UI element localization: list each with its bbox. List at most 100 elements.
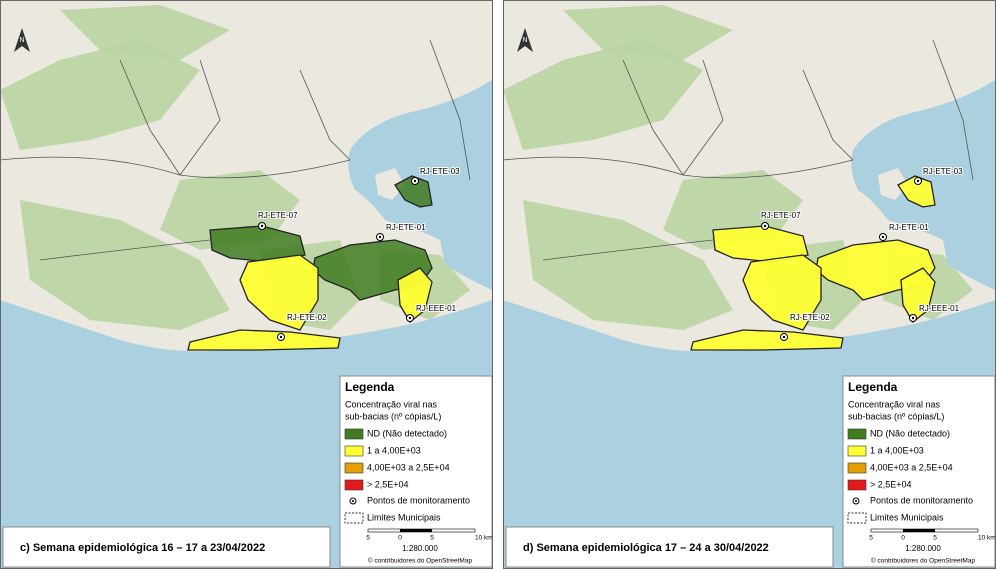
station-dot: [279, 335, 283, 339]
municipal-boundary: [542, 239, 714, 261]
station-dot: [378, 235, 382, 239]
station-dot: [408, 316, 412, 320]
legend-label: 4,00E+03 a 2,5E+04: [367, 462, 450, 472]
station-label: RJ-EEE-01: [416, 304, 457, 313]
scale-tick: 0: [398, 535, 402, 542]
sub-basin: [690, 329, 844, 351]
legend-label: 4,00E+03 a 2,5E+04: [870, 462, 953, 472]
sub-basin: [394, 175, 433, 208]
caption-box: [505, 526, 834, 568]
north-arrow: [517, 28, 533, 52]
station-dot: [763, 224, 767, 228]
legend-swatch: [344, 445, 364, 457]
legend-limits: [847, 512, 867, 524]
map-panel: RJ-ETE-03 RJ-ETE-07 RJ-ETE-01 RJ-EEE-01 RJ-E…: [503, 0, 996, 569]
municipal-boundary: [119, 59, 181, 176]
scale-tick: 5: [869, 535, 873, 542]
legend-label: Pontos de monitoramento: [870, 495, 973, 505]
forest: [523, 200, 733, 330]
scale-tick: 5: [430, 535, 434, 542]
panel-border: [503, 0, 996, 569]
station-label: RJ-ETE-01: [889, 223, 929, 232]
legend-label: Limites Municipais: [870, 512, 944, 522]
legend-label: Pontos de monitoramento: [367, 495, 470, 505]
island: [878, 168, 908, 200]
legend-subtitle: sub-bacias (nº cópias/L): [345, 411, 441, 421]
legend-label: ND (Não detectado): [367, 428, 447, 438]
legend-point-dot: [352, 500, 354, 502]
scale-tick: 10 km: [475, 535, 493, 542]
legend-subtitle: Concentração viral nas: [345, 399, 438, 409]
station-dot: [881, 235, 885, 239]
panel-border: [0, 0, 493, 569]
municipal-boundary: [179, 59, 221, 176]
legend-label: 1 a 4,00E+03: [367, 445, 421, 455]
map: RJ-ETE-03 RJ-ETE-07 RJ-ETE-01 RJ-EEE-01 RJ-E…: [1, 1, 492, 568]
legend-subtitle: Concentração viral nas: [848, 399, 941, 409]
station-dot: [260, 224, 264, 228]
forest: [20, 200, 230, 330]
legend-subtitle: sub-bacias (nº cópias/L): [848, 411, 944, 421]
forest: [60, 5, 230, 60]
station-dot: [782, 335, 786, 339]
legend-swatch: [847, 445, 867, 457]
island: [375, 168, 405, 200]
legend-title: Legenda: [848, 380, 898, 394]
legend-title: Legenda: [345, 380, 395, 394]
station-label: RJ-ETE-07: [761, 211, 801, 220]
sub-basin: [397, 267, 433, 323]
legend-swatch: [847, 479, 867, 491]
legend-label: Limites Municipais: [367, 512, 441, 522]
legend-swatch: [344, 462, 364, 474]
forest: [504, 40, 703, 150]
map-panel: RJ-ETE-03 RJ-ETE-07 RJ-ETE-01 RJ-EEE-01 RJ-E…: [0, 0, 493, 569]
municipal-boundary: [39, 239, 211, 261]
north-label: N: [522, 37, 527, 44]
north-label: N: [19, 37, 24, 44]
municipal-boundary: [299, 69, 351, 161]
sub-basin: [900, 267, 936, 323]
caption-box: [2, 526, 331, 568]
scale-tick: 5: [366, 535, 370, 542]
legend-box: [842, 375, 996, 568]
caption: c) Semana epidemiológica 16 – 17 a 23/04…: [20, 542, 265, 554]
station-dot: [911, 316, 915, 320]
scale-tick: 5: [933, 535, 937, 542]
sub-basin: [742, 254, 822, 331]
legend-label: 1 a 4,00E+03: [870, 445, 924, 455]
legend-swatch: [847, 462, 867, 474]
legend-label: > 2,5E+04: [367, 479, 409, 489]
credit: © contribuidores do OpenStreetMap: [368, 557, 473, 565]
municipal-boundary: [802, 69, 854, 161]
legend-swatch: [847, 428, 867, 440]
forest: [563, 5, 733, 60]
scale-ratio: 1:280.000: [905, 544, 941, 553]
legend-swatch: [344, 479, 364, 491]
station-label: RJ-ETE-02: [287, 313, 327, 322]
legend-label: ND (Não detectado): [870, 428, 950, 438]
scale-ratio: 1:280.000: [402, 544, 438, 553]
station-label: RJ-ETE-01: [386, 223, 426, 232]
municipal-boundary: [429, 39, 471, 181]
scale-tick: 0: [901, 535, 905, 542]
caption: d) Semana epidemiológica 17 – 24 a 30/04…: [523, 542, 769, 554]
station-label: RJ-ETE-07: [258, 211, 298, 220]
municipal-boundary: [932, 39, 974, 181]
legend-label: > 2,5E+04: [870, 479, 912, 489]
station-label: RJ-EEE-01: [919, 304, 960, 313]
map: RJ-ETE-03 RJ-ETE-07 RJ-ETE-01 RJ-EEE-01 RJ-E…: [504, 1, 995, 568]
legend-swatch: [344, 428, 364, 440]
legend-limits: [344, 512, 364, 524]
scale-bar-seg: [903, 529, 935, 532]
station-dot: [413, 179, 417, 183]
station-label: RJ-ETE-03: [923, 167, 963, 176]
station-label: RJ-ETE-02: [790, 313, 830, 322]
credit: © contribuidores do OpenStreetMap: [871, 557, 976, 565]
north-arrow: [14, 28, 30, 52]
sub-basin: [897, 175, 936, 208]
station-label: RJ-ETE-03: [420, 167, 460, 176]
sub-basin: [239, 254, 319, 331]
forest: [1, 40, 200, 150]
station-dot: [916, 179, 920, 183]
